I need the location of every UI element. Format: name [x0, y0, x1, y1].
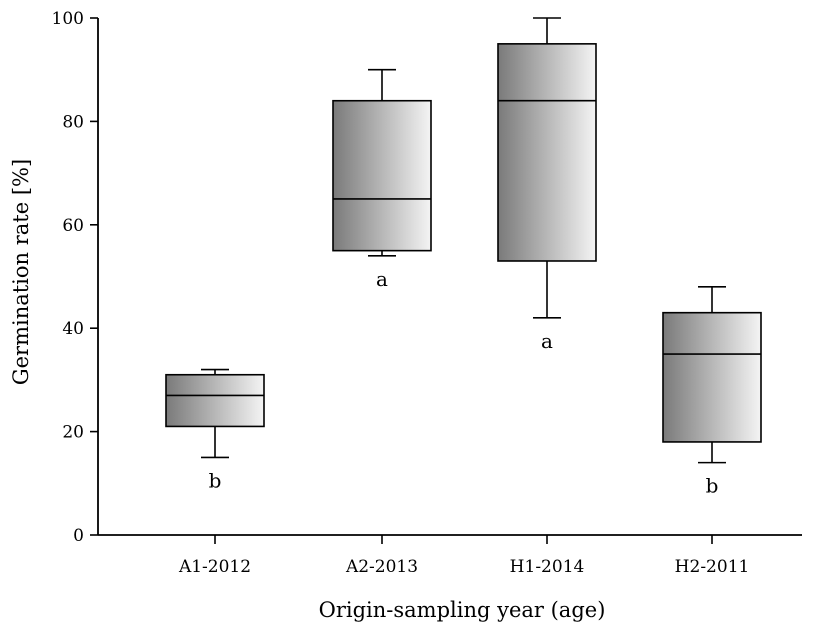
- box-h2-2011: [662, 311, 762, 443]
- x-tick-label-a1-2012: A1-2012: [178, 557, 251, 577]
- significance-label-h2-2011: b: [706, 474, 719, 498]
- y-tick-label-100: 100: [52, 9, 84, 29]
- axes-layer: [90, 17, 802, 544]
- x-tick-label-h2-2011: H2-2011: [675, 557, 750, 577]
- box-a1-2012: [165, 373, 265, 428]
- significance-label-a1-2012: b: [209, 468, 222, 492]
- significance-label-h1-2014: a: [541, 329, 553, 353]
- labels-layer: 0 20 40 60 80 100 A1-2012 A2-2013 H1-2014 H2-2011…: [9, 9, 749, 622]
- x-tick-label-h1-2014: H1-2014: [510, 557, 585, 577]
- y-tick-label-80: 80: [62, 112, 84, 132]
- box-h1-2014: [497, 43, 597, 262]
- x-tick-label-a2-2013: A2-2013: [345, 557, 418, 577]
- y-tick-label-40: 40: [62, 319, 84, 339]
- y-tick-label-60: 60: [62, 216, 84, 236]
- boxes-layer: [165, 17, 762, 464]
- y-tick-label-20: 20: [62, 423, 84, 443]
- box-a2-2013: [332, 99, 432, 252]
- significance-label-a2-2013: a: [376, 267, 388, 291]
- y-tick-label-0: 0: [73, 526, 84, 546]
- y-axis-title: Germination rate [%]: [9, 159, 33, 385]
- x-axis-title: Origin-sampling year (age): [319, 598, 606, 622]
